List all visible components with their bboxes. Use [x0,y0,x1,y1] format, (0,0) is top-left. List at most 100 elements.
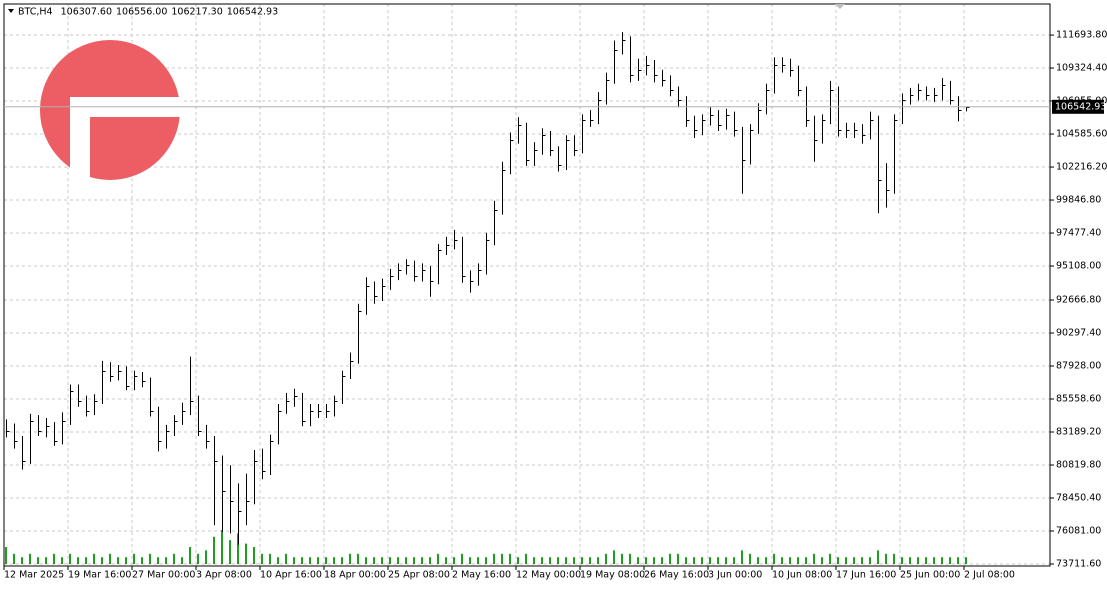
x-tick-label: 12 Mar 2025 [4,570,64,581]
volume-bar [573,557,575,564]
volume-bar [237,533,239,564]
volume-bar [173,553,175,564]
volume-bar [773,553,775,564]
volume-bar [733,557,735,564]
shift-marker [835,4,845,9]
volume-bar [221,530,223,564]
volume-bar [45,557,47,564]
volume-bar [445,557,447,564]
volume-bar [965,557,967,564]
y-tick-label: 85558.60 [1056,394,1101,405]
volume-bar [549,557,551,564]
x-tick-label: 17 Jun 16:00 [836,570,896,581]
header-value: 106217.30 [171,7,222,18]
volume-bar [29,553,31,564]
volume-bar [821,557,823,564]
volume-bar [685,557,687,564]
x-tick-label: 18 Apr 00:00 [324,570,386,581]
volume-bar [757,557,759,564]
volume-bar [957,557,959,564]
volume-bar [253,547,255,564]
volume-bar [933,557,935,564]
volume-bar [669,553,671,564]
volume-bar [373,557,375,564]
plot-frame [3,3,1051,567]
volume-bar [813,553,815,564]
volume-bar [565,557,567,564]
volume-bar [301,557,303,564]
volume-bar [805,557,807,564]
x-tick-label: 12 May 00:00 [516,570,581,581]
volume-bar [125,557,127,564]
volume-bar [293,557,295,564]
logo-stem [70,97,90,183]
volume-bar [517,557,519,564]
volume-bar [613,550,615,564]
volume-bar [661,557,663,564]
volume-bar [109,553,111,564]
volume-bar [429,557,431,564]
volume-bar [557,557,559,564]
volume-bar [381,557,383,564]
volume-bar [13,553,15,564]
volume-bar [885,553,887,564]
volume-bar [717,557,719,564]
volume-bar [229,540,231,564]
volume-bar [765,557,767,564]
x-tick-label: 19 May 08:00 [580,570,645,581]
y-tick-label: 83189.20 [1056,427,1101,438]
x-tick-label: 2 Jul 08:00 [964,570,1015,581]
volume-bar [357,553,359,564]
header-value: 106542.93 [227,7,278,18]
volume-bar [725,557,727,564]
volume-bar [509,553,511,564]
y-tick-label: 80819.80 [1056,460,1101,471]
volume-bar [749,553,751,564]
volume-bar [69,553,71,564]
header-value: 106307.60 [61,7,112,18]
volume-bar [901,557,903,564]
volume-bar [861,557,863,564]
volume-bar [405,557,407,564]
volume-bar [269,553,271,564]
y-tick-label: 102216.20 [1056,162,1107,173]
volume-bar [501,553,503,564]
volume-bar [869,557,871,564]
volume-bar [941,557,943,564]
volume-bar [437,553,439,564]
volume-bar [877,550,879,564]
volume-bar [477,557,479,564]
volume-bar [581,557,583,564]
x-tick-label: 2 May 16:00 [452,570,511,581]
volume-bar [21,557,23,564]
volume-bar [453,557,455,564]
volume-bar [829,553,831,564]
volume-bar [117,557,119,564]
x-tick-label: 10 Jun 08:00 [772,570,832,581]
volume-bar [909,557,911,564]
volume-bar [789,557,791,564]
symbol: BTC,H4 [18,7,53,18]
volume-bar [389,557,391,564]
x-tick-label: 10 Apr 16:00 [260,570,322,581]
y-tick-label: 109324.40 [1056,63,1107,74]
volume-bar [277,557,279,564]
x-tick-label: 25 Jun 00:00 [900,570,960,581]
volume-bar [53,553,55,564]
volume-bar [37,557,39,564]
x-tick-label: 3 Apr 08:00 [196,570,252,581]
volume-bar [701,557,703,564]
volume-bar [189,547,191,564]
menu-arrow [8,9,14,13]
volume-bar [141,557,143,564]
y-tick-label: 111693.80 [1056,30,1107,41]
volume-bar [797,557,799,564]
volume-bar [397,557,399,564]
volume-bar [541,557,543,564]
volume-bar [637,557,639,564]
volume-bar [101,557,103,564]
volume-bar [469,557,471,564]
volume-bar [333,557,335,564]
x-tick-label: 27 Mar 00:00 [132,570,195,581]
